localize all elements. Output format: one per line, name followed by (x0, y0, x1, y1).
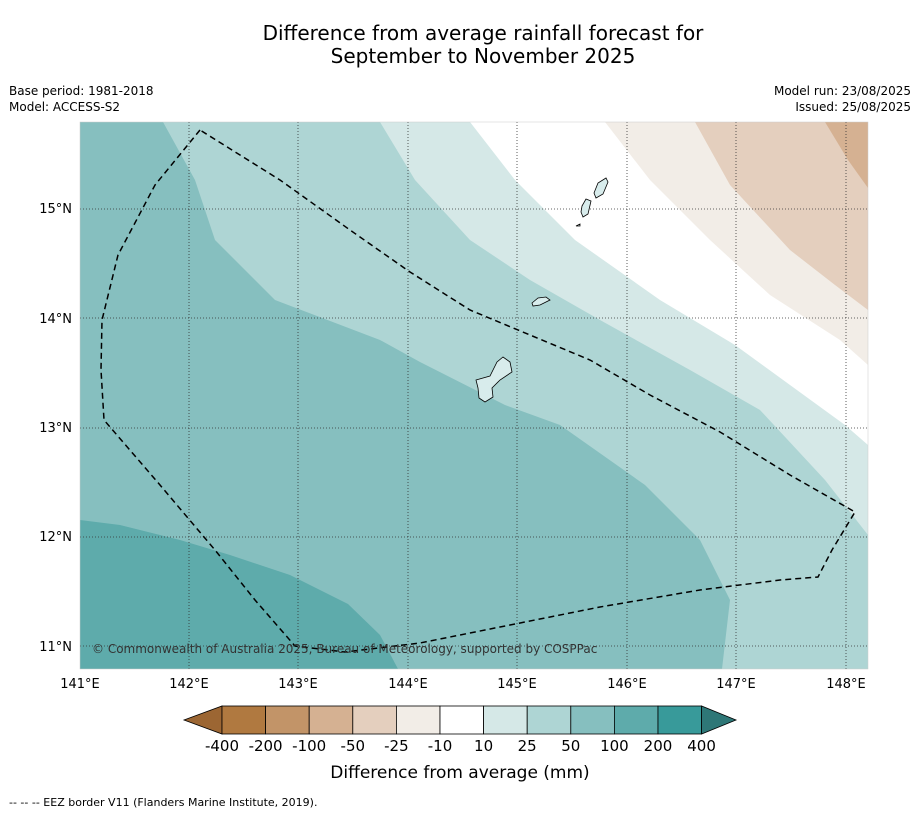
legend-tick-label: -200 (249, 737, 283, 755)
map-title: Difference from average rainfall forecas… (0, 22, 919, 68)
legend-swatch-100-to-200 (614, 705, 659, 735)
legend-swatch-200-to-400 (657, 705, 702, 735)
issued-date: Issued: 25/08/2025 (795, 100, 911, 114)
island-guam (475, 356, 513, 403)
lat-label-11n: 11°N (39, 640, 72, 655)
legend-arrow-low (182, 705, 223, 735)
lon-label-143e: 143°E (278, 677, 318, 692)
lat-label-14n: 14°N (39, 312, 72, 327)
lat-label-15n: 15°N (39, 202, 72, 217)
legend-swatch-minus-100-to-minus-50 (308, 705, 354, 735)
legend-title: Difference from average (mm) (330, 763, 589, 783)
lon-gridlines (188, 122, 847, 669)
island-tinian (580, 198, 592, 218)
lon-label-148e: 148°E (826, 677, 866, 692)
legend-swatch-50-to-100 (570, 705, 615, 735)
zone-100-to-200 (80, 520, 398, 669)
legend-tick-label: 100 (600, 737, 629, 755)
eez-border (100, 129, 857, 653)
zone-minus-50-to-minus-25 (695, 122, 868, 310)
legend-tick-label: 25 (518, 737, 537, 755)
islands (475, 177, 609, 403)
lat-label-13n: 13°N (39, 421, 72, 436)
legend-swatch-25-to-50 (526, 705, 572, 735)
model-run: Model run: 23/08/2025 (773, 84, 911, 98)
island-saipan (593, 177, 609, 199)
lon-label-142e: 142°E (169, 677, 209, 692)
lon-label-141e: 141°E (60, 677, 100, 692)
legend-tick-label: 50 (561, 737, 580, 755)
map-frame (79, 121, 869, 670)
legend-tick-label: 10 (474, 737, 493, 755)
lat-gridlines (80, 208, 868, 647)
info-left: Base period: 1981-2018 Model: ACCESS-S2 (9, 83, 154, 115)
legend-tick-label: -25 (384, 737, 409, 755)
color-legend: -400 -200 -100 -50 -25 -10 10 25 50 100 200 400 Diff… (182, 705, 738, 783)
info-right: Model run: 23/08/2025 Issued: 25/08/2025 (774, 83, 911, 115)
eez-note: -- -- -- EEZ border V11 (Flanders Marine… (9, 796, 318, 809)
legend-arrow-high (701, 705, 738, 735)
lon-label-145e: 145°E (497, 677, 537, 692)
title-line-1: Difference from average rainfall forecas… (262, 21, 704, 45)
lat-label-12n: 12°N (39, 530, 72, 545)
zone-minus-100-to-minus-50 (825, 122, 868, 188)
legend-tick-label: 400 (687, 737, 716, 755)
lon-label-146e: 146°E (607, 677, 647, 692)
legend-swatch-minus-400-to-minus-200 (221, 705, 266, 735)
legend-swatch-minus-200-to-minus-100 (265, 705, 310, 735)
lon-label-147e: 147°E (716, 677, 756, 692)
legend-swatch-minus-10-to-10 (439, 705, 484, 735)
legend-tick-label: -400 (205, 737, 239, 755)
legend-swatch-10-to-25 (483, 705, 528, 735)
legend-swatch-minus-25-to-minus-10 (395, 705, 441, 735)
legend-tick-label: 200 (644, 737, 673, 755)
rainfall-contours (80, 122, 868, 669)
island-rota (531, 296, 551, 307)
legend-tick-label: -100 (292, 737, 326, 755)
lat-labels: 15°N 14°N 13°N 12°N 11°N (39, 202, 72, 655)
base-period: Base period: 1981-2018 (9, 84, 154, 98)
island-aguijan (575, 223, 581, 227)
copyright-notice: © Commonwealth of Australia 2025, Bureau… (92, 642, 597, 656)
legend-swatch-minus-50-to-minus-25 (352, 705, 397, 735)
model-name: Model: ACCESS-S2 (9, 100, 121, 114)
legend-tick-label: -50 (341, 737, 366, 755)
lon-label-144e: 144°E (388, 677, 428, 692)
lon-labels: 141°E 142°E 143°E 144°E 145°E 146°E 147°… (60, 677, 866, 692)
legend-tick-label: -10 (428, 737, 453, 755)
title-line-2: September to November 2025 (330, 44, 636, 68)
